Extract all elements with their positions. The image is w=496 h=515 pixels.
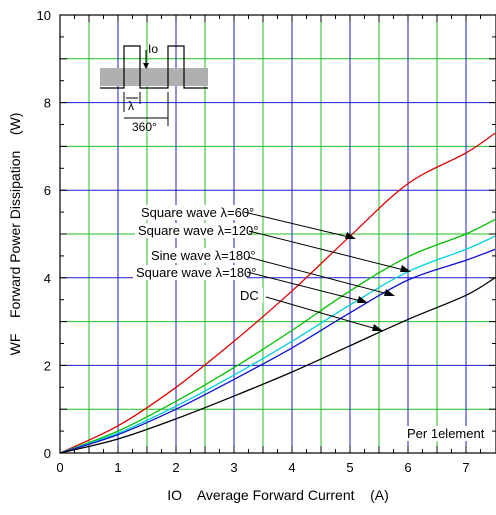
- label-sine-180: Sine wave λ=180°: [148, 248, 395, 296]
- x-tick-label: 1: [114, 460, 121, 475]
- label-bg: [237, 288, 263, 303]
- diagram-period-label: 360°: [132, 120, 157, 134]
- frame-ticks: [60, 15, 496, 453]
- leader-arrowhead: [357, 296, 368, 303]
- label-text: Square wave λ=120°: [138, 223, 258, 238]
- label-bg: [148, 248, 248, 263]
- note-text: Per 1element: [407, 426, 485, 441]
- y-tick-label: 2: [44, 358, 51, 373]
- x-tick-label: 3: [230, 460, 237, 475]
- label-square-180: Square wave λ=180°: [133, 265, 368, 303]
- series-line-2: [59, 235, 496, 454]
- leader-line: [243, 211, 354, 239]
- leader-arrowhead: [400, 265, 411, 272]
- y-tick-label: 8: [44, 96, 51, 111]
- label-text: DC: [240, 288, 259, 303]
- leader-line: [265, 296, 381, 331]
- series-line-1: [59, 218, 496, 454]
- diagram-band: [100, 68, 208, 86]
- label-text: Square wave λ=180°: [136, 265, 256, 280]
- label-bg: [135, 223, 249, 238]
- leader-arrowhead: [384, 289, 395, 296]
- diagram-io-arrowhead: [143, 63, 149, 69]
- x-tick-label: 4: [288, 460, 295, 475]
- x-tick-label: 5: [346, 460, 353, 475]
- leader-arrowhead: [372, 324, 383, 331]
- series-line-3: [59, 248, 496, 454]
- note-per-element: Per 1element: [404, 426, 486, 441]
- label-bg: [138, 205, 244, 220]
- note-bg: [404, 426, 486, 441]
- label-square-120: Square wave λ=120°: [135, 223, 411, 272]
- label-text: Sine wave λ=180°: [151, 248, 256, 263]
- x-tick-label: 2: [172, 460, 179, 475]
- label-text: Square wave λ=60°: [141, 205, 254, 220]
- y-tick-label: 6: [44, 183, 51, 198]
- y-tick-label: 0: [44, 446, 51, 461]
- label-dc: DC: [237, 288, 383, 331]
- diagram-lambda-label: λ: [128, 99, 134, 113]
- leader-line: [248, 230, 409, 272]
- x-tick-label: 6: [404, 460, 411, 475]
- series-line-4: [59, 277, 496, 454]
- x-tick-label: 0: [56, 460, 63, 475]
- annotations: Square wave λ=60° Square wave λ=120° Sin…: [133, 205, 486, 441]
- label-square-60: Square wave λ=60°: [138, 205, 356, 239]
- leader-line: [246, 271, 366, 303]
- y-axis-title: WF Forward Power Dissipation (W): [7, 113, 23, 356]
- y-tick-label: 4: [44, 271, 51, 286]
- waveform-diagram: Io λ 360°: [100, 42, 208, 134]
- y-tick-label: 10: [37, 8, 51, 23]
- tick-labels: 0 1 2 3 4 5 6 7 0 2 4 6 8 10: [37, 8, 470, 475]
- diagram-io-label: Io: [148, 42, 158, 56]
- leader-arrowhead: [345, 232, 356, 239]
- leader-line: [247, 256, 393, 296]
- diagram-waveform: [100, 45, 208, 89]
- x-axis-title: IO Average Forward Current (A): [167, 487, 388, 503]
- series-line-0: [59, 132, 496, 454]
- label-bg: [133, 265, 247, 280]
- data-curves: [59, 132, 496, 454]
- x-tick-label: 7: [462, 460, 469, 475]
